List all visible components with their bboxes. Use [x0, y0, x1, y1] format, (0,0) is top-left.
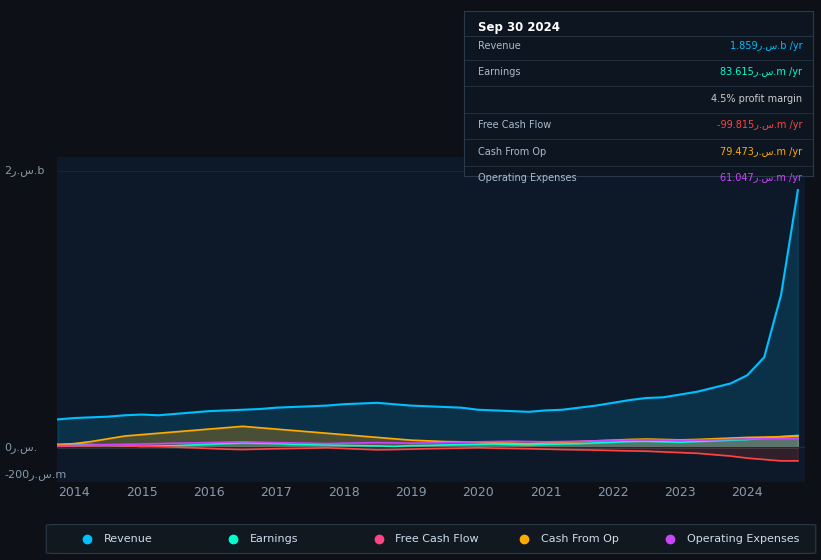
Text: Operating Expenses: Operating Expenses	[478, 173, 576, 183]
Text: 2ر.س.b: 2ر.س.b	[4, 165, 44, 176]
Text: Free Cash Flow: Free Cash Flow	[478, 120, 551, 130]
Text: Revenue: Revenue	[103, 534, 153, 544]
Text: Cash From Op: Cash From Op	[541, 534, 619, 544]
FancyBboxPatch shape	[46, 525, 816, 553]
Text: Operating Expenses: Operating Expenses	[686, 534, 799, 544]
Text: Free Cash Flow: Free Cash Flow	[395, 534, 479, 544]
Text: Revenue: Revenue	[478, 41, 521, 51]
Text: 0ر.س.: 0ر.س.	[4, 441, 37, 452]
Text: Earnings: Earnings	[250, 534, 298, 544]
Text: 61.047ر.س.m /yr: 61.047ر.س.m /yr	[720, 173, 802, 183]
Text: Cash From Op: Cash From Op	[478, 147, 546, 157]
Text: 79.473ر.س.m /yr: 79.473ر.س.m /yr	[720, 147, 802, 157]
Text: -200ر.س.m: -200ر.س.m	[4, 469, 67, 480]
Text: Sep 30 2024: Sep 30 2024	[478, 21, 560, 34]
Text: Earnings: Earnings	[478, 67, 521, 77]
Text: -99.815ر.س.m /yr: -99.815ر.س.m /yr	[717, 120, 802, 130]
Text: 83.615ر.س.m /yr: 83.615ر.س.m /yr	[720, 67, 802, 77]
Text: 4.5% profit margin: 4.5% profit margin	[711, 94, 802, 104]
Text: 1.859ر.س.b /yr: 1.859ر.س.b /yr	[730, 41, 802, 51]
